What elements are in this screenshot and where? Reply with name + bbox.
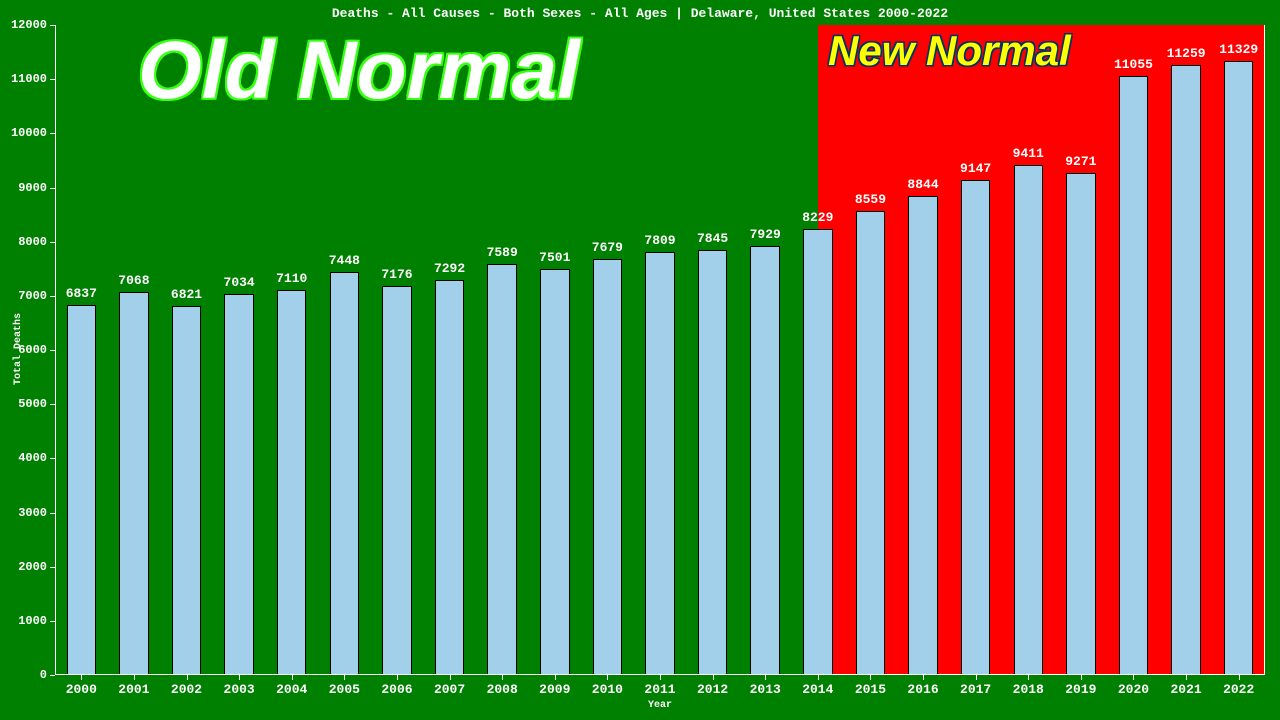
bar-value-label: 7501 (525, 250, 585, 265)
bar-value-label: 9411 (998, 146, 1058, 161)
x-tick-label: 2019 (1065, 682, 1096, 697)
x-tick-label: 2002 (171, 682, 202, 697)
y-tick-label: 2000 (18, 560, 47, 574)
bar-value-label: 8229 (788, 210, 848, 225)
plot-area: 0100020003000400050006000700080009000100… (55, 25, 1265, 675)
bar-value-label: 7176 (367, 267, 427, 282)
bar (172, 306, 201, 675)
bar (224, 294, 253, 675)
y-axis-line (55, 25, 56, 675)
y-tick-label: 5000 (18, 397, 47, 411)
bar-value-label: 7809 (630, 233, 690, 248)
x-tick-label: 2006 (381, 682, 412, 697)
bar (1224, 61, 1253, 675)
x-tick-label: 2021 (1170, 682, 1201, 697)
x-tick-label: 2008 (487, 682, 518, 697)
x-tick-label: 2017 (960, 682, 991, 697)
x-tick-label: 2001 (118, 682, 149, 697)
y-tick-label: 0 (40, 668, 47, 682)
bar (908, 196, 937, 675)
x-tick-label: 2022 (1223, 682, 1254, 697)
bar (540, 269, 569, 675)
bar-value-label: 7292 (420, 261, 480, 276)
x-tick-label: 2013 (750, 682, 781, 697)
x-tick-label: 2000 (66, 682, 97, 697)
bar-value-label: 7068 (104, 273, 164, 288)
bar-value-label: 6837 (51, 286, 111, 301)
bar-value-label: 8844 (893, 177, 953, 192)
bar (1014, 165, 1043, 675)
x-axis-label: Year (648, 700, 672, 711)
x-tick-label: 2005 (329, 682, 360, 697)
bar-value-label: 11259 (1156, 46, 1216, 61)
bar-value-label: 6821 (157, 287, 217, 302)
bar (803, 229, 832, 675)
bar (645, 252, 674, 675)
bar (1171, 65, 1200, 675)
bar-value-label: 11329 (1209, 42, 1269, 57)
bar-value-label: 7679 (577, 240, 637, 255)
y-tick-label: 7000 (18, 289, 47, 303)
bar (1066, 173, 1095, 675)
y-tick-label: 3000 (18, 506, 47, 520)
bar (119, 292, 148, 675)
x-tick-label: 2011 (644, 682, 675, 697)
x-tick-label: 2009 (539, 682, 570, 697)
x-tick-label: 2010 (592, 682, 623, 697)
bar (856, 211, 885, 675)
x-axis-line (55, 674, 1265, 675)
y-tick-label: 11000 (11, 72, 47, 86)
bar (1119, 76, 1148, 675)
bar-value-label: 9271 (1051, 154, 1111, 169)
bar (487, 264, 516, 675)
bar (593, 259, 622, 675)
x-tick-label: 2018 (1013, 682, 1044, 697)
x-tick-label: 2004 (276, 682, 307, 697)
bar (382, 286, 411, 675)
x-tick-label: 2007 (434, 682, 465, 697)
bar-value-label: 8559 (840, 192, 900, 207)
annotation-old-normal: Old Normal (138, 24, 580, 118)
bar-value-label: 7589 (472, 245, 532, 260)
x-tick-label: 2015 (855, 682, 886, 697)
bar-value-label: 7448 (314, 253, 374, 268)
y-tick-label: 9000 (18, 181, 47, 195)
right-spine (1264, 25, 1265, 675)
chart-title: Deaths - All Causes - Both Sexes - All A… (0, 6, 1280, 21)
bar (67, 305, 96, 675)
x-tick-label: 2020 (1118, 682, 1149, 697)
x-tick-label: 2014 (802, 682, 833, 697)
bar (435, 280, 464, 675)
bar-value-label: 7110 (262, 271, 322, 286)
x-tick-label: 2003 (224, 682, 255, 697)
bar-value-label: 7845 (683, 231, 743, 246)
bar-value-label: 9147 (946, 161, 1006, 176)
y-tick-label: 1000 (18, 614, 47, 628)
bar-value-label: 7929 (735, 227, 795, 242)
y-tick-label: 4000 (18, 451, 47, 465)
bar (750, 246, 779, 675)
bar (330, 272, 359, 675)
y-tick-label: 6000 (18, 343, 47, 357)
y-tick-label: 8000 (18, 235, 47, 249)
bar-value-label: 11055 (1103, 57, 1163, 72)
bar (277, 290, 306, 675)
bar-value-label: 7034 (209, 275, 269, 290)
x-tick-label: 2016 (907, 682, 938, 697)
y-tick-label: 10000 (11, 126, 47, 140)
annotation-new-normal: New Normal (828, 27, 1071, 75)
bar (698, 250, 727, 675)
bar (961, 180, 990, 675)
x-tick-label: 2012 (697, 682, 728, 697)
